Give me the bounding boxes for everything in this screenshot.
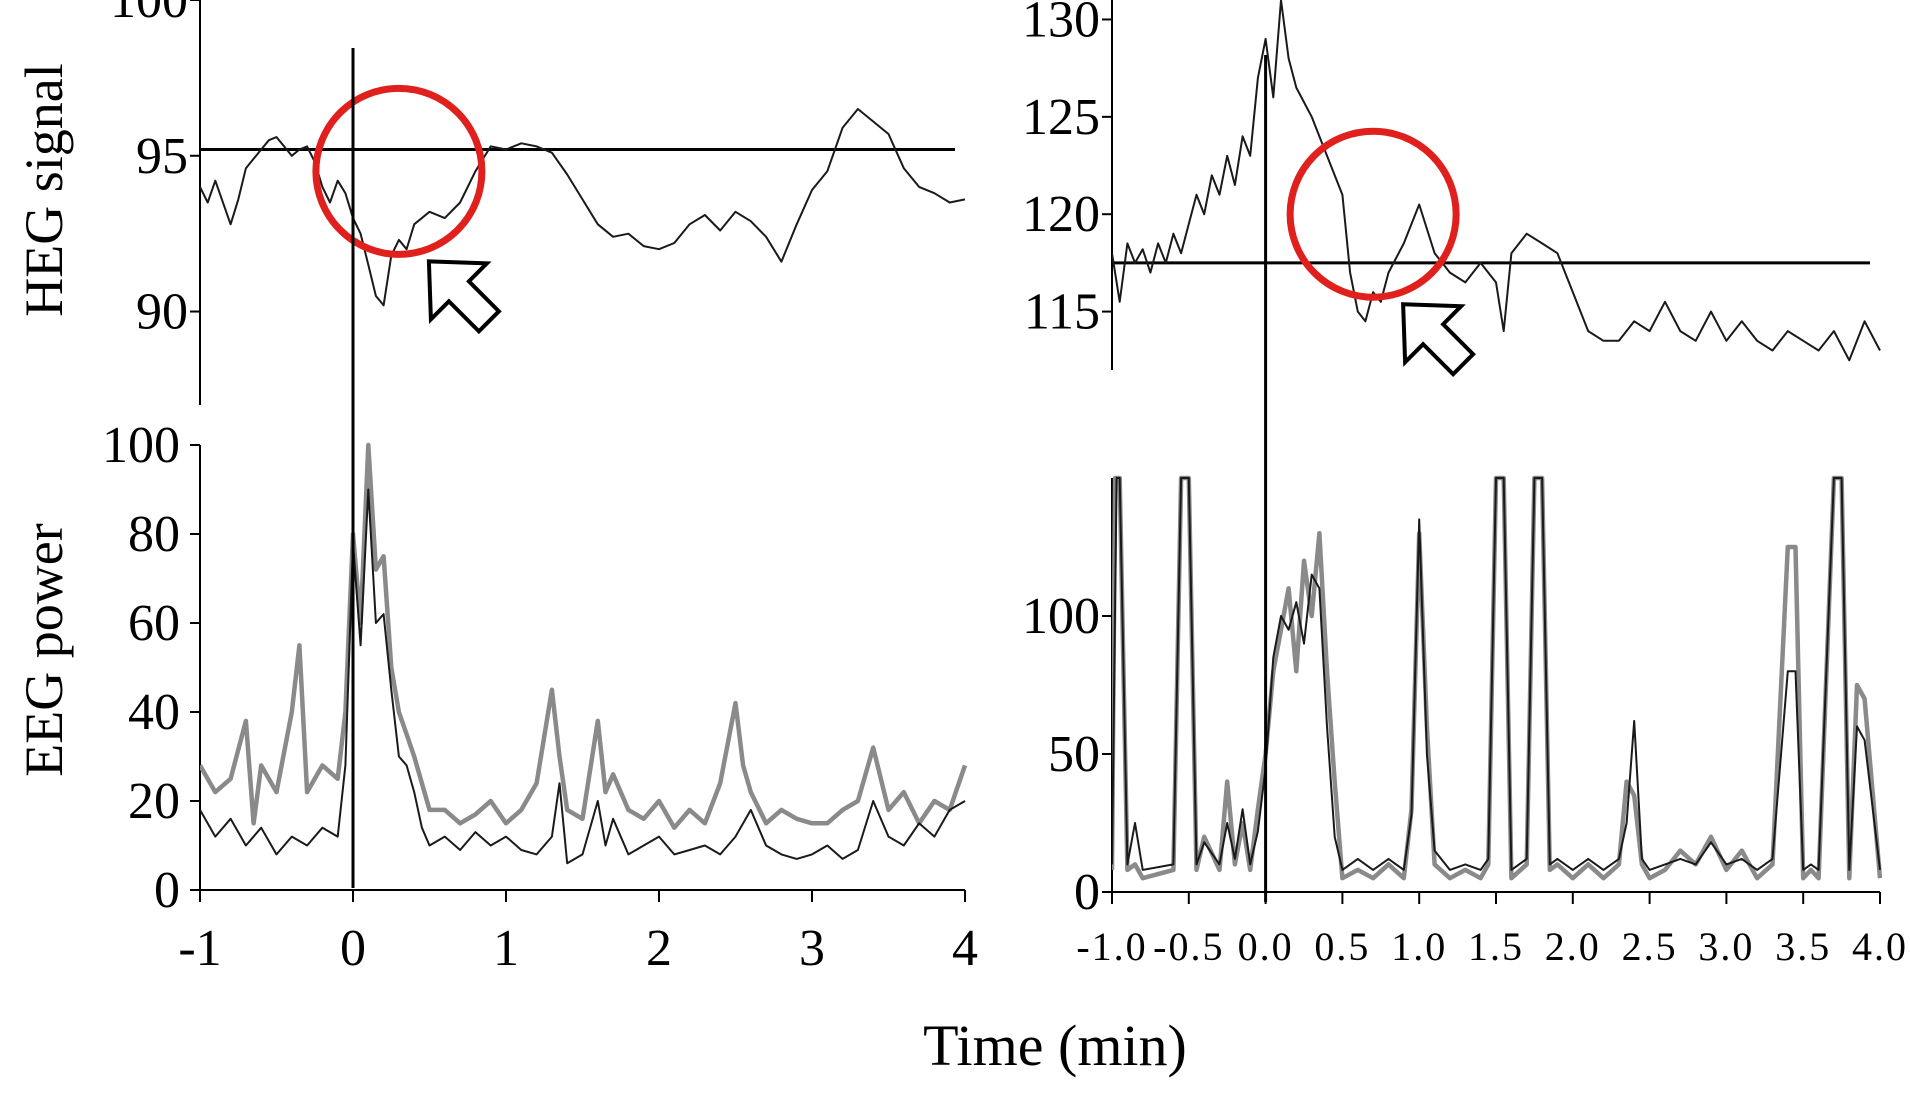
- heg-left-ytick-label: 95: [136, 128, 188, 185]
- eeg-left-ytick-label: 100: [102, 417, 180, 474]
- eeg-left-ytick-label: 0: [154, 862, 180, 919]
- eeg-right-plot-area: [1112, 475, 1882, 881]
- eeg-left-ytick-label: 40: [128, 684, 180, 741]
- eeg-left-xtick-label: 1: [493, 920, 519, 977]
- eeg-left-ytick-label: 80: [128, 506, 180, 563]
- eeg-right-xtick-label: 0.0: [1238, 924, 1294, 969]
- eeg-left-plot-area: [200, 442, 968, 865]
- heg-right-highlight-circle: [1286, 127, 1460, 301]
- heg-right-ytick-label: 120: [1022, 186, 1100, 243]
- heg-right-ytick-label: 125: [1022, 89, 1100, 146]
- panel-eeg-right: 100 50 0-1.0 -0.5 0.0 0.5 1.0 1.5 2.0 2.5 3.0 3.5 4.…: [1022, 475, 1908, 969]
- eeg-right-xtick-label: 3.5: [1775, 924, 1831, 969]
- eeg-right-xtick-label: -0.5: [1153, 924, 1224, 969]
- eeg-right-xtick-label: 1.0: [1391, 924, 1447, 969]
- panel-heg-left: 100 95 90: [110, 0, 966, 405]
- heg-left-series-dark-line: [200, 108, 966, 307]
- eeg-left-xtick-label: -1: [178, 920, 221, 977]
- eeg-left-xtick-label: 2: [646, 920, 672, 977]
- heg-left-highlight-circle: [312, 84, 486, 258]
- hollow-arrow-up-left-icon: [426, 259, 502, 335]
- heg-left-ytick-label: 90: [136, 284, 188, 341]
- eeg-right-ytick-label: 100: [1022, 588, 1100, 645]
- heg-left-ylabel: HEG signal: [14, 63, 74, 316]
- eeg-right-series-dark-line: [1112, 477, 1881, 871]
- eeg-left-xtick-label: 0: [340, 920, 366, 977]
- eeg-right-xtick-label: -1.0: [1076, 924, 1147, 969]
- eeg-left-xtick-label: 4: [952, 920, 978, 977]
- heg-left-ytick-label: 100: [110, 0, 188, 29]
- eeg-right-xtick-label: 0.5: [1314, 924, 1370, 969]
- heg-left-plot-area: [200, 108, 966, 307]
- eeg-right-xtick-label: 2.0: [1545, 924, 1601, 969]
- eeg-left-series-dark-line: [200, 488, 966, 865]
- eeg-right-ytick-label: 50: [1048, 726, 1100, 783]
- hollow-arrow-up-left-icon: [1401, 302, 1476, 378]
- heg-right-ytick-label: 115: [1024, 284, 1100, 341]
- eeg-left-series-gray-line: [200, 442, 968, 830]
- eeg-right-xtick-label: 3.0: [1698, 924, 1754, 969]
- eeg-left-ytick-label: 20: [128, 773, 180, 830]
- heg-right-series-dark-line: [1112, 0, 1881, 362]
- panel-heg-right: 130 125 120 115: [1022, 0, 1881, 378]
- eeg-left-xtick-label: 3: [799, 920, 825, 977]
- eeg-right-series-gray-line: [1112, 475, 1882, 881]
- eeg-left-ylabel: EEG power: [14, 523, 74, 776]
- eeg-right-xtick-label: 1.5: [1468, 924, 1524, 969]
- eeg-right-ytick-label: 0: [1074, 864, 1100, 921]
- heg-right-plot-area: [1112, 0, 1881, 362]
- eeg-right-xtick-label: 2.5: [1622, 924, 1678, 969]
- eeg-left-ytick-label: 60: [128, 595, 180, 652]
- x-axis-title: Time (min): [923, 1013, 1187, 1078]
- heg-right-ytick-label: 130: [1022, 0, 1100, 48]
- eeg-right-xtick-label: 4.0: [1852, 924, 1908, 969]
